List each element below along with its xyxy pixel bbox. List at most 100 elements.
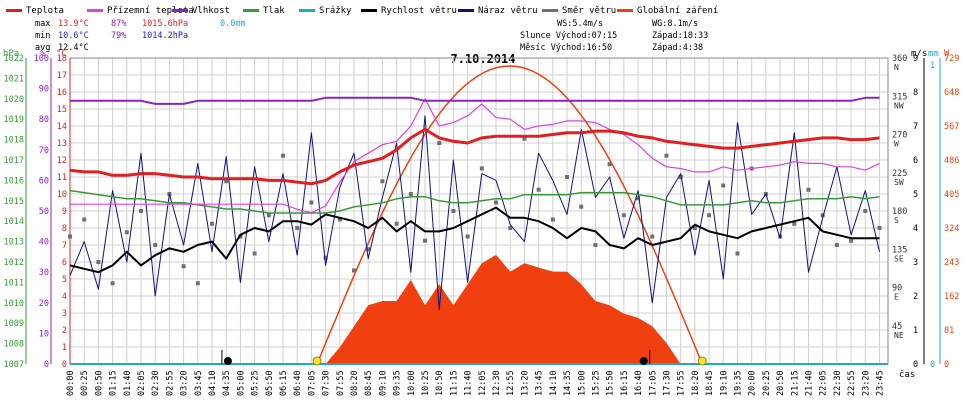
wind-direction-point xyxy=(678,175,683,179)
wind-direction-point xyxy=(437,141,442,145)
wind-direction-point xyxy=(792,221,797,226)
legend-label: Tlak xyxy=(263,6,285,16)
x-tick-label: 07:05 xyxy=(307,370,317,396)
wind-direction-point xyxy=(124,230,129,235)
humidity-tick-label: 100 xyxy=(34,54,49,64)
x-tick-label: 15:00 xyxy=(577,370,587,396)
unit-degc: °C xyxy=(56,49,67,59)
x-tick-label: 23:20 xyxy=(861,370,871,396)
wind-direction-point xyxy=(394,221,399,226)
wind-direction-point xyxy=(550,217,555,222)
legend-swatch xyxy=(617,9,633,12)
unit-ms: m/s xyxy=(911,49,927,59)
temperature-tick-label: 8 xyxy=(62,224,67,234)
wind-direction-point xyxy=(195,281,200,286)
humidity-tick-label: 10 xyxy=(39,329,49,339)
direction-tick-label: 225 xyxy=(892,169,907,179)
sunrise-marker xyxy=(312,356,322,366)
x-tick-label: 10:50 xyxy=(435,370,445,396)
unit-hpa: hPa xyxy=(3,49,19,59)
legend-swatch xyxy=(458,9,474,12)
humidity-tick-label: 0 xyxy=(44,360,49,370)
x-tick-label: 02:05 xyxy=(137,370,147,396)
wind-direction-point xyxy=(664,153,669,158)
direction-compass-label: E xyxy=(894,293,899,302)
pressure-tick-label: 1007 xyxy=(4,360,24,370)
x-tick-label: 05:50 xyxy=(265,370,275,396)
pressure-tick-label: 1013 xyxy=(4,238,24,248)
pressure-tick-label: 1011 xyxy=(4,278,24,288)
wind-direction-point xyxy=(607,162,612,167)
radiation-tick-label: 324 xyxy=(944,224,959,234)
wind-direction-point xyxy=(266,213,271,218)
legend-label: Vlhkost xyxy=(192,6,230,16)
x-tick-label: 20:25 xyxy=(762,370,772,396)
wind-direction-point xyxy=(494,200,499,205)
pressure-tick-label: 1017 xyxy=(4,156,24,166)
wind-speed-line xyxy=(69,206,880,274)
wind-speed-tick-label: 3 xyxy=(913,258,918,268)
x-tick-label: 04:10 xyxy=(208,370,218,396)
direction-compass-label: NE xyxy=(894,331,904,340)
legend-swatch xyxy=(542,9,558,12)
x-tick-label: 22:55 xyxy=(847,370,857,396)
direction-tick-label: 45 xyxy=(892,322,902,332)
wind-direction-point xyxy=(849,238,854,243)
direction-compass-label: SE xyxy=(894,254,904,263)
wind-direction-point xyxy=(224,179,229,184)
legend-swatch xyxy=(243,9,259,12)
wind-direction-point xyxy=(352,268,357,273)
humidity-tick-label: 60 xyxy=(39,176,49,186)
stat-slunce-zapad: Západ:18:33 xyxy=(652,31,708,41)
humidity-tick-label: 90 xyxy=(39,85,49,95)
direction-tick-label: 360 xyxy=(892,54,907,64)
x-tick-label: 23:45 xyxy=(875,370,885,396)
direction-tick-label: 135 xyxy=(892,245,907,255)
x-tick-label: 08:20 xyxy=(350,370,360,396)
x-tick-label: 00:50 xyxy=(94,370,104,396)
stat-min-hum: 79% xyxy=(111,31,126,41)
wind-direction-point xyxy=(309,200,314,205)
x-tick-label: 04:35 xyxy=(222,370,232,396)
radiation-area xyxy=(70,254,880,364)
temperature-tick-label: 5 xyxy=(62,275,67,285)
x-tick-label: 09:35 xyxy=(393,370,403,396)
temperature-tick-label: 17 xyxy=(57,71,67,81)
x-tick-label: 19:35 xyxy=(733,370,743,396)
unit-mm: mm xyxy=(928,49,939,59)
x-tick-label: 17:05 xyxy=(648,370,658,396)
x-tick-label: 10:25 xyxy=(421,370,431,396)
pressure-tick-label: 1009 xyxy=(4,319,24,329)
temperature-tick-label: 1 xyxy=(62,343,67,353)
wind-speed-tick-label: 0 xyxy=(913,360,918,370)
x-tick-label: 20:50 xyxy=(776,370,786,396)
legend-swatch xyxy=(361,9,377,12)
wind-direction-point xyxy=(565,175,570,179)
direction-compass-label: W xyxy=(894,140,899,149)
x-tick-label: 13:20 xyxy=(520,370,530,396)
wind-direction-point xyxy=(621,213,626,218)
direction-compass-label: SW xyxy=(894,178,904,187)
temperature-tick-label: 12 xyxy=(57,156,67,166)
wind-direction-point xyxy=(692,226,697,230)
pressure-tick-label: 1012 xyxy=(4,258,24,268)
moonset-marker xyxy=(223,357,232,365)
wind-direction-point xyxy=(96,260,101,264)
wind-direction-point xyxy=(281,153,286,158)
x-tick-label: 15:25 xyxy=(591,370,601,396)
humidity-tick-label: 40 xyxy=(39,238,49,248)
rain-tick-label: 1 xyxy=(930,61,935,71)
rain-tick-label: 0 xyxy=(930,360,935,370)
stat-ws: WS:5.4m/s xyxy=(557,19,603,29)
wind-direction-point xyxy=(820,213,825,218)
x-tick-label: 17:30 xyxy=(662,370,672,396)
x-tick-label: 15:50 xyxy=(606,370,616,396)
radiation-tick-label: 162 xyxy=(944,292,959,302)
pressure-tick-label: 1014 xyxy=(4,217,24,227)
wind-direction-point xyxy=(110,281,115,286)
wind-direction-point xyxy=(806,187,811,192)
radiation-tick-label: 567 xyxy=(944,122,959,132)
x-tick-label: 16:15 xyxy=(620,370,630,396)
